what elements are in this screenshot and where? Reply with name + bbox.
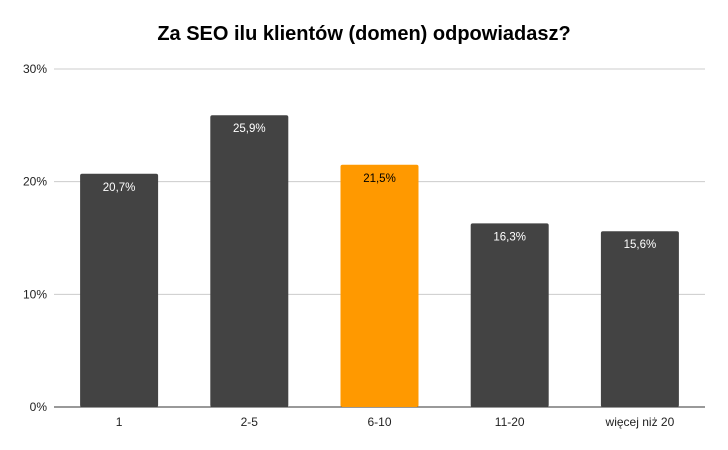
x-tick-label: 11-20 [495, 415, 525, 429]
bars: 20,7% 25,9% 21,5% 16,3% 15,6% [80, 115, 679, 408]
x-axis-ticks: 1 2-5 6-10 11-20 więcej niż 20 [116, 415, 675, 429]
y-tick-label: 10% [23, 287, 47, 301]
bar [80, 173, 159, 407]
bar-value-label: 25,9% [233, 123, 266, 135]
chart-title: Za SEO ilu klientów (domen) odpowiadasz? [157, 23, 570, 45]
bar [600, 231, 679, 407]
y-tick-label: 0% [30, 400, 48, 414]
bar [340, 164, 419, 407]
x-tick-label: 1 [116, 415, 123, 429]
x-tick-label: więcej niż 20 [605, 415, 675, 429]
bar-value-label: 21,5% [363, 173, 396, 185]
bar [470, 223, 549, 407]
bar-value-label: 16,3% [493, 231, 526, 243]
bar-value-label: 15,6% [624, 239, 657, 251]
bar-value-label: 20,7% [103, 182, 136, 194]
y-axis-ticks: 0% 10% 20% 30% [23, 62, 47, 414]
y-tick-label: 30% [23, 62, 47, 76]
x-tick-label: 2-5 [241, 415, 259, 429]
y-tick-label: 20% [23, 175, 47, 189]
bar [210, 115, 289, 408]
x-tick-label: 6-10 [367, 415, 391, 429]
